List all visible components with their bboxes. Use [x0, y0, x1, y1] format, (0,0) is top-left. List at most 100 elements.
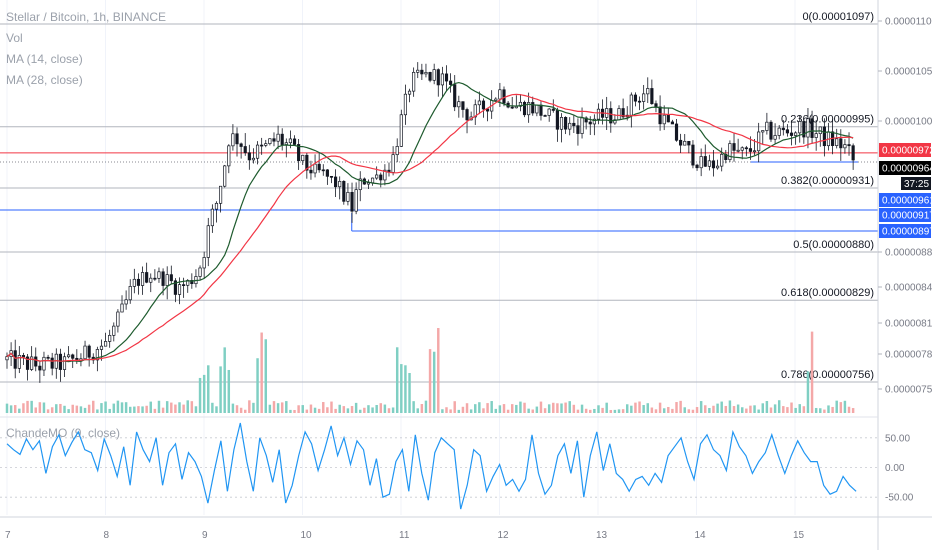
- candle-body: [539, 104, 543, 116]
- candle-body: [21, 355, 26, 358]
- volume-bar: [342, 406, 346, 413]
- volume-bar: [243, 409, 247, 413]
- candle-body: [711, 160, 716, 169]
- candle-body: [637, 100, 642, 103]
- time-tick-label: 11: [399, 530, 410, 541]
- volume-bar: [613, 409, 617, 413]
- volume-bar: [617, 409, 621, 413]
- volume-bar: [301, 405, 304, 413]
- oscillator-title: ChandeMO (9, close): [6, 426, 120, 440]
- candle-body: [132, 278, 136, 287]
- volume-bar: [223, 347, 226, 413]
- candle-body: [839, 138, 843, 149]
- volume-bar: [100, 403, 103, 413]
- candle-body: [276, 133, 280, 142]
- candle-body: [71, 354, 75, 359]
- candle-body: [485, 108, 490, 112]
- candle-body: [145, 272, 149, 283]
- volume-bar: [363, 407, 366, 413]
- candle-body: [535, 104, 539, 114]
- countdown-badge: [901, 177, 931, 190]
- volume-bar: [843, 400, 847, 413]
- candle-body: [116, 311, 120, 327]
- volume-bar: [268, 404, 272, 413]
- volume-bar: [437, 328, 440, 413]
- price-badge: [879, 224, 931, 238]
- volume-bar: [535, 406, 539, 413]
- time-tick-label: 13: [596, 530, 608, 541]
- volume-bar: [453, 401, 456, 413]
- volume-bar: [416, 408, 419, 413]
- volume-bar: [285, 401, 288, 413]
- candle-body: [670, 121, 674, 125]
- volume-bar: [13, 405, 17, 413]
- candle-body: [843, 144, 847, 149]
- candle-body: [87, 345, 91, 358]
- candle-body: [555, 110, 559, 130]
- osc-tick-label: 0.00: [885, 463, 905, 474]
- volume-bar: [46, 409, 50, 413]
- candle-body: [654, 103, 658, 108]
- volume-bar: [248, 400, 251, 413]
- candle-body: [633, 94, 638, 102]
- volume-bar: [851, 408, 855, 413]
- candle-body: [108, 334, 112, 342]
- volume-bar: [71, 404, 74, 413]
- candle-body: [202, 257, 206, 269]
- volume-bar: [609, 409, 613, 413]
- fib-label: 0.786(0.00000756): [781, 369, 874, 381]
- candle-body: [744, 147, 748, 150]
- volume-bar: [831, 406, 834, 413]
- candle-body: [609, 108, 613, 124]
- volume-bar: [75, 405, 79, 413]
- volume-bar: [474, 404, 477, 413]
- candle-body: [547, 108, 551, 116]
- candle-body: [25, 356, 30, 370]
- candle-body: [169, 274, 173, 282]
- volume-bar: [761, 403, 765, 413]
- volume-bar: [638, 401, 641, 413]
- candle-body: [621, 108, 625, 118]
- candle-body: [198, 267, 202, 277]
- volume-bar: [478, 402, 481, 413]
- volume-bar: [38, 402, 42, 413]
- candle-body: [473, 104, 477, 118]
- candle-body: [13, 350, 17, 369]
- volume-bar: [379, 403, 383, 413]
- candle-body: [847, 144, 851, 147]
- volume-bar: [293, 409, 296, 413]
- volume-bar: [137, 406, 140, 413]
- candle-body: [358, 178, 362, 191]
- volume-bar: [96, 409, 99, 413]
- ma28-legend: MA (28, close): [6, 73, 83, 87]
- candle-body: [740, 147, 744, 151]
- volume-bar: [272, 401, 276, 413]
- candle-body: [297, 144, 301, 162]
- volume-bar: [683, 407, 686, 413]
- candle-body: [674, 123, 679, 141]
- candle-body: [683, 140, 687, 146]
- candle-body: [814, 133, 818, 138]
- candle-body: [432, 69, 436, 81]
- price-badge: [879, 193, 931, 207]
- candle-body: [67, 354, 71, 358]
- volume-bar: [510, 404, 514, 413]
- candle-body: [707, 160, 711, 167]
- volume-bar: [359, 409, 362, 413]
- volume-bar: [231, 403, 235, 413]
- candle-body: [465, 109, 469, 121]
- time-tick-label: 14: [695, 530, 707, 541]
- volume-bar: [128, 406, 132, 413]
- candle-body: [502, 89, 506, 104]
- candle-body: [785, 129, 789, 134]
- candle-body: [239, 143, 243, 147]
- volume-bar: [732, 406, 736, 413]
- volume-bar: [667, 406, 670, 413]
- volume-bar: [445, 407, 448, 413]
- candle-body: [280, 133, 284, 145]
- volume-bar: [498, 405, 502, 413]
- candle-body: [42, 356, 46, 371]
- volume-bar: [161, 407, 165, 413]
